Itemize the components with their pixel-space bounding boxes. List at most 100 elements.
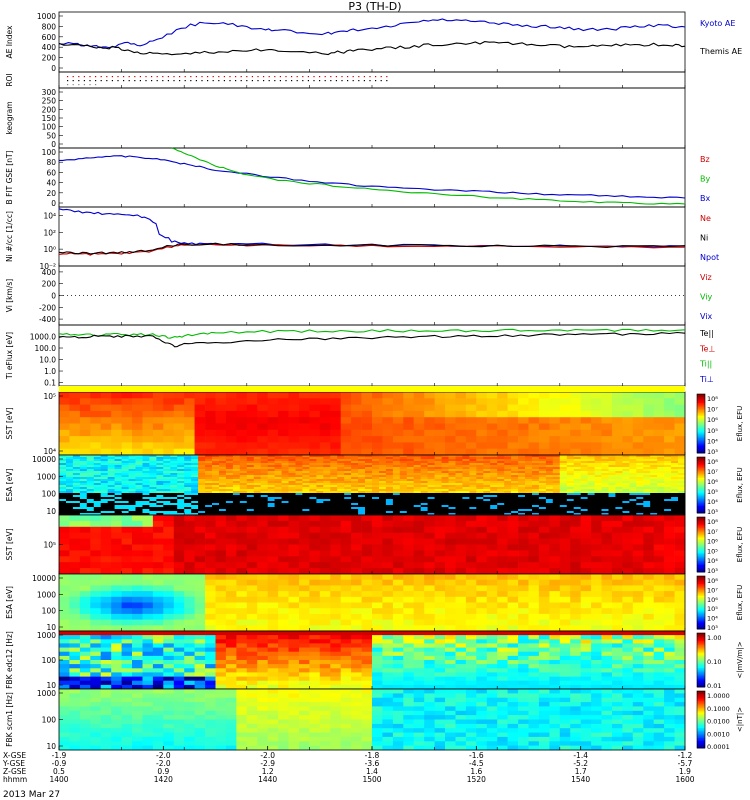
esa_eflux_1-cell [664,501,672,504]
sst_eflux_1-cell [111,398,122,405]
esa_eflux_1-colorbar-step [697,508,705,511]
roi-dot [257,76,259,78]
esa_eflux_2-cell [403,596,415,603]
esa_eflux_1-cell [358,495,366,498]
sst_eflux_2-cell [372,544,383,551]
esa_eflux_1-cell [580,455,589,458]
esa_eflux_1-cell [657,481,665,484]
esa_eflux_1-cell [392,475,401,478]
esa_eflux_2-cell [403,585,415,592]
esa_eflux_1-cell [191,475,199,478]
esa_eflux_1-cell [260,481,269,484]
esa_eflux_1-cell [399,483,408,486]
esa_eflux_1-cell [580,465,589,468]
esa_eflux_1-cell [323,493,331,496]
esa_eflux_1-cell [671,497,679,500]
sst_eflux_2-cell [215,556,227,563]
esa_eflux_1-cell [66,493,74,496]
esa_eflux_1-cell [205,507,213,510]
esa_eflux_1-cell [608,495,616,498]
esa_eflux_1-cell [406,457,415,460]
sst_eflux_2-cell [559,568,571,575]
sst_eflux_1-cell [330,404,342,412]
esa_eflux_1-cell [538,489,547,492]
esa_eflux_1-cell [511,477,519,480]
esa_eflux_2-cell [309,613,321,620]
esa_eflux_1-colorbar-step [697,471,705,473]
esa_eflux_2-cell [278,625,289,632]
esa_eflux_1-cell [671,511,679,514]
esa_eflux_1-cell [657,485,665,488]
esa_eflux_1-cell [490,501,498,504]
esa_eflux_1-cell [629,465,637,468]
esa_eflux_1-cell [246,493,255,496]
esa_eflux_1-cell [330,471,338,474]
sst_eflux_1-cell [121,429,133,437]
sst_eflux_1-cell [403,448,415,456]
sst_eflux_1-cell [434,392,446,399]
esa_eflux_1-cell [420,511,429,514]
sst_eflux_2-cell [111,538,122,545]
esa_eflux_1-cell [657,513,665,516]
esa_eflux_1-cell [100,489,109,492]
esa_eflux_1-cell [587,465,595,468]
esa_eflux_1-cell [121,465,129,468]
esa_eflux_2-cell [622,608,634,615]
esa_eflux_1-cell [239,459,248,462]
esa_eflux_1-cell [476,509,484,512]
sst_eflux_1-cell [424,417,435,424]
esa_eflux_1-cell [219,501,227,504]
sst_eflux_2-cell [528,544,540,551]
esa_eflux_1-cell [538,509,547,512]
esa_eflux_1-cell [511,489,519,492]
sst_eflux_1-cell [163,398,175,405]
esa_eflux_1-cell [358,469,366,472]
esa_eflux_2-cell [549,585,561,592]
esa_eflux_1-cell [128,475,136,478]
esa_eflux_1-cell [170,483,178,486]
sst_eflux_1-cell [319,410,331,418]
esa_eflux_1-cell [671,491,679,494]
sst_eflux_1-cell [445,423,456,431]
esa_eflux_1-cell [615,487,623,490]
esa_eflux_1-cell [149,513,157,516]
esa_eflux_2-cell [570,602,581,609]
esa_eflux_1-cell [66,471,74,474]
density-legend-2: Npot [700,253,719,262]
esa_eflux_1-cell [337,497,345,500]
esa_eflux_1-cell [566,505,575,508]
sst_eflux_2-cell [612,538,623,545]
esa_eflux_1-cell [379,513,387,516]
sst_eflux_2-cell [538,532,550,539]
sst_eflux_2-cell [445,568,456,575]
esa_eflux_1-cell [93,511,102,514]
esa_eflux_1-cell [385,507,394,510]
esa_eflux_1-cell [232,511,241,514]
sst_eflux_1-cell [69,392,81,399]
esa_eflux_1-cell [267,465,276,468]
esa_eflux_1-cell [664,505,672,508]
sst_eflux_2-cell [632,526,644,534]
sst_eflux_1-cell [309,404,321,412]
sst_eflux_2-cell [173,538,185,545]
sst_eflux_2-cell [299,556,310,563]
esa_eflux_1-cell [198,479,206,482]
sst_eflux_2-cell [330,520,342,528]
esa_eflux_1-cell [566,463,575,466]
esa_eflux_1-cell [358,481,366,484]
sst_eflux_2-cell [121,520,133,528]
esa_eflux_2-cell [403,579,415,586]
sst_eflux_2-cell [299,538,310,545]
sst_eflux_1-cell [142,429,154,437]
esa_eflux_1-cell [191,513,199,516]
esa_eflux_2-cell [497,619,508,626]
esa_eflux_1-cell [573,497,582,500]
esa_eflux_2-cell [246,579,258,586]
sst_eflux_2-cell [643,550,655,557]
sst_eflux_1-cell [392,398,404,405]
esa_eflux_1-cell [441,509,449,512]
sst_eflux_2-cell [330,562,342,569]
sst_eflux_2-cell [79,526,91,534]
esa_eflux_1-cell [657,489,665,492]
sst_eflux_2-cell [90,544,102,551]
